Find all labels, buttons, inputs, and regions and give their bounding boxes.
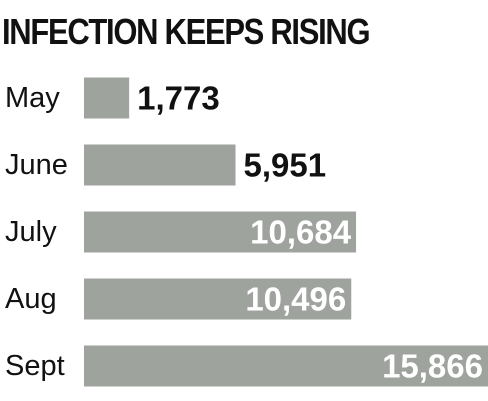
bar-aug [84,278,352,320]
bar-row-july: July 10,684 [5,211,357,253]
bar-july [84,211,357,253]
bar-row-aug: Aug 10,496 [5,278,352,320]
category-label-july: July [5,216,57,248]
category-label-may: May [5,82,60,114]
category-label-june: June [5,149,68,181]
value-label-aug: 10,496 [245,281,346,318]
category-label-sept: Sept [5,350,65,382]
bar-row-june: June 5,951 [5,144,327,186]
value-label-may: 1,773 [137,80,220,117]
chart-title: INFECTION KEEPS RISING [2,11,371,52]
category-label-aug: Aug [5,283,57,315]
bar-june [84,144,236,186]
value-label-july: 10,684 [250,214,352,251]
value-label-sept: 15,866 [382,348,483,385]
bars-layer: May 1,773 June 5,951 July 10,684 Aug 10,496 Sept… [5,77,488,387]
value-label-june: 5,951 [244,147,327,184]
bar-row-may: May 1,773 [5,77,220,119]
bar-may [84,77,130,119]
bar-row-sept: Sept 15,866 [5,345,488,387]
bar-sept [84,345,488,387]
